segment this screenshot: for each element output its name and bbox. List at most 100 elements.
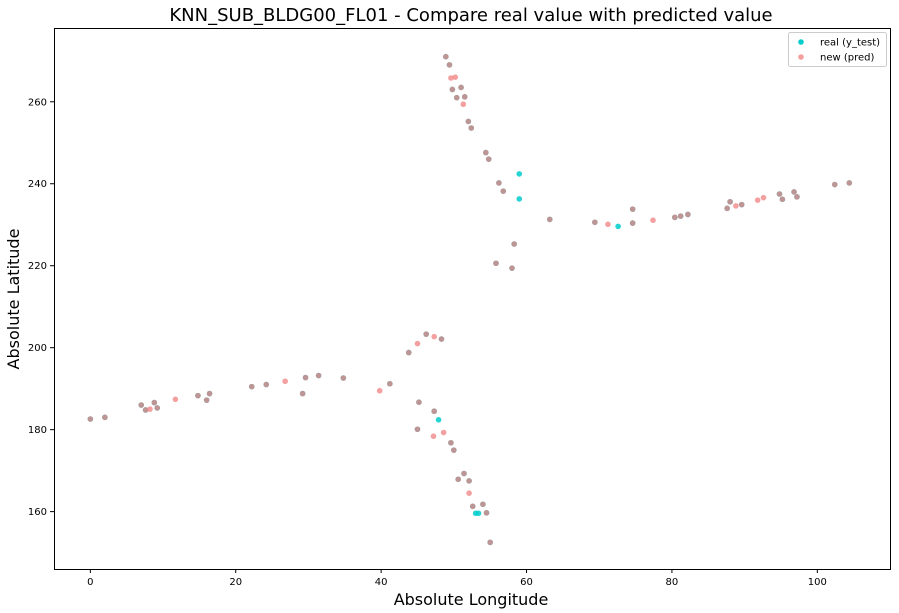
x-tick-label: 100 [808, 577, 827, 588]
pred-point [605, 221, 611, 228]
pred-point [511, 241, 517, 247]
x-tick-label: 0 [87, 577, 93, 588]
legend-label-real: real (y_test) [820, 38, 880, 49]
pred-point [496, 180, 502, 186]
pred-point [466, 490, 472, 496]
pred-point [458, 84, 464, 91]
pred-point [340, 375, 347, 381]
legend: real (y_test) new (pred) [788, 32, 887, 67]
x-tick-label: 20 [229, 577, 242, 588]
pred-point [776, 191, 783, 197]
pred-point [431, 333, 437, 340]
pred-point [443, 53, 449, 60]
pred-point [449, 86, 456, 93]
x-tick-label: 80 [666, 577, 679, 588]
pred-point [650, 217, 656, 224]
pred-point [469, 503, 476, 510]
pred-point [438, 336, 445, 342]
pred-point [487, 539, 493, 546]
pred-point [791, 189, 797, 195]
legend-marker-real [798, 39, 804, 45]
pred-point [485, 156, 492, 162]
pred-point [677, 213, 684, 219]
x-tick-label: 60 [520, 577, 533, 588]
pred-point [87, 416, 94, 422]
pred-point [546, 216, 553, 223]
pred-point [468, 125, 475, 131]
pred-point [500, 188, 507, 194]
pred-point [760, 194, 767, 201]
y-axis: 160 180 200 220 240 260 [28, 97, 54, 518]
pred-point [461, 94, 468, 100]
y-tick-label: 160 [28, 507, 47, 518]
pred-point [405, 349, 412, 356]
y-tick-label: 220 [28, 261, 47, 272]
pred-point [142, 407, 149, 413]
y-tick-label: 180 [28, 425, 47, 436]
plot-marks [87, 53, 853, 546]
pred-point [172, 396, 179, 403]
pred-point [724, 205, 730, 212]
pred-point [416, 399, 422, 405]
pred-point [460, 101, 467, 108]
pred-point [248, 383, 255, 390]
plot-area-frame [54, 28, 891, 570]
pred-point [846, 180, 853, 186]
pred-point [465, 118, 472, 125]
y-tick-label: 240 [28, 179, 47, 190]
legend-box [788, 32, 887, 67]
pred-point [376, 387, 383, 394]
chart-title: KNN_SUB_BLDG00_FL01 - Compare real value… [169, 5, 772, 26]
pred-point [466, 478, 472, 484]
pred-point [754, 197, 761, 203]
pred-point [452, 74, 459, 80]
pred-point [448, 75, 454, 81]
real-point [516, 196, 523, 202]
pred-point [423, 331, 430, 337]
pred-point [733, 203, 739, 209]
pred-point [440, 429, 447, 436]
pred-point [302, 374, 309, 381]
pred-point [831, 181, 838, 188]
x-axis-title: Absolute Longitude [394, 590, 549, 609]
real-point [435, 417, 442, 423]
pred-point [727, 198, 733, 205]
pred-point [203, 397, 210, 403]
pred-point [154, 405, 161, 411]
pred-point [138, 402, 145, 408]
pred-point [414, 340, 421, 347]
pred-point [446, 62, 453, 68]
pred-point [592, 219, 598, 226]
pred-point [315, 372, 322, 379]
pred-point [480, 501, 486, 508]
pred-point [206, 390, 213, 397]
x-tick-label: 40 [375, 577, 388, 588]
pred-point [493, 260, 499, 267]
pred-point [195, 392, 201, 399]
legend-label-pred: new (pred) [820, 53, 874, 64]
pred-point [448, 439, 454, 446]
pred-point [451, 447, 457, 453]
y-axis-title: Absolute Latitude [4, 229, 23, 370]
pred-point [461, 470, 467, 477]
real-point [615, 223, 621, 230]
x-axis: 0 20 40 60 80 100 [87, 569, 827, 588]
pred-point [685, 211, 691, 218]
pred-point [414, 426, 421, 433]
pred-point [672, 214, 678, 221]
pred-point [102, 414, 108, 421]
pred-point [147, 406, 153, 412]
pred-point [430, 433, 437, 440]
y-tick-label: 200 [28, 343, 47, 354]
pred-point [629, 206, 636, 212]
pred-point [483, 149, 489, 156]
pred-point [455, 476, 461, 483]
pred-point [509, 265, 515, 271]
pred-point [779, 196, 786, 203]
real-point [475, 510, 482, 517]
pred-point [299, 390, 306, 397]
pred-point [263, 381, 270, 388]
real-point [516, 171, 523, 177]
pred-point [431, 408, 437, 415]
